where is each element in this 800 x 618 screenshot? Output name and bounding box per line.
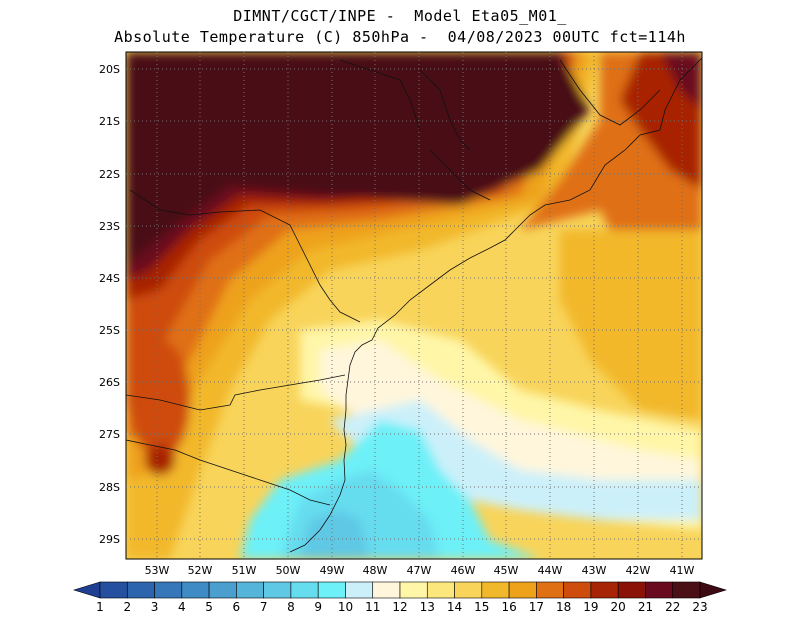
- colorbar-label: 12: [392, 600, 407, 614]
- colorbar-swatch: [454, 581, 483, 599]
- colorbar-label: 22: [665, 600, 680, 614]
- coastline-borders: [125, 57, 703, 553]
- colorbar-label: 1: [96, 600, 104, 614]
- colorbar-swatch: [372, 581, 401, 599]
- colorbar-swatch: [317, 581, 346, 599]
- colorbar-swatch: [399, 581, 428, 599]
- colorbar-swatch: [481, 581, 510, 599]
- lat-label: 28S: [99, 481, 120, 494]
- colorbar-label: 4: [178, 600, 186, 614]
- colorbar-arrow-right: [699, 581, 728, 599]
- lat-label: 24S: [99, 272, 120, 285]
- title-line-1: DIMNT/CGCT/INPE - Model Eta05_M01_: [233, 7, 567, 25]
- lon-label: 43W: [582, 564, 607, 577]
- colorbar-swatch: [508, 581, 537, 599]
- colorbar-swatch: [181, 581, 210, 599]
- lon-label: 48W: [363, 564, 388, 577]
- temperature-field: [126, 52, 702, 559]
- lon-label: 49W: [320, 564, 345, 577]
- lon-label: 51W: [232, 564, 257, 577]
- lon-label: 42W: [626, 564, 651, 577]
- lat-label: 23S: [99, 220, 120, 233]
- lon-label: 53W: [145, 564, 170, 577]
- colorbar-label: 9: [314, 600, 322, 614]
- colorbar-swatch: [99, 581, 128, 599]
- colorbar-swatch: [126, 581, 155, 599]
- colorbar-label: 8: [287, 600, 295, 614]
- lon-label: 44W: [538, 564, 563, 577]
- colorbar-label: 2: [123, 600, 131, 614]
- colorbar-label: 18: [556, 600, 571, 614]
- colorbar-label: 16: [501, 600, 516, 614]
- title-line-2: Absolute Temperature (C) 850hPa - 04/08/…: [114, 28, 686, 46]
- colorbar-swatch: [563, 581, 592, 599]
- latitude-labels: 20S 21S 22S 23S 24S 25S 26S 27S 28S 29S: [99, 63, 120, 546]
- lon-label: 41W: [670, 564, 695, 577]
- colorbar-label: 14: [447, 600, 462, 614]
- colorbar-swatch: [290, 581, 319, 599]
- colorbar-swatch: [590, 581, 619, 599]
- colorbar-swatch: [154, 581, 183, 599]
- colorbar-label: 17: [529, 600, 544, 614]
- lon-label: 50W: [276, 564, 301, 577]
- lat-label: 22S: [99, 168, 120, 181]
- colorbar-label: 11: [365, 600, 380, 614]
- lat-label: 26S: [99, 376, 120, 389]
- lon-label: 45W: [494, 564, 519, 577]
- colorbar-label: 19: [583, 600, 598, 614]
- colorbar-label: 13: [420, 600, 435, 614]
- lat-label: 27S: [99, 428, 120, 441]
- colorbar-label: 3: [151, 600, 159, 614]
- colorbar-labels: 1 2 3 4 5 6 7 8 9 10 11 12 13 14 15 16 17 18 19 20 21 22 23: [96, 600, 707, 614]
- colorbar-swatch: [208, 581, 237, 599]
- colorbar-swatch: [263, 581, 292, 599]
- colorbar-label: 15: [474, 600, 489, 614]
- colorbar-label: 7: [260, 600, 268, 614]
- lat-label: 25S: [99, 324, 120, 337]
- lon-label: 47W: [407, 564, 432, 577]
- colorbar-swatch: [236, 581, 264, 599]
- lat-label: 20S: [99, 63, 120, 76]
- colorbar-label: 23: [692, 600, 707, 614]
- colorbar-swatch: [345, 581, 374, 599]
- colorbar-label: 10: [338, 600, 353, 614]
- lat-label: 29S: [99, 533, 120, 546]
- longitude-labels: 53W 52W 51W 50W 49W 48W 47W 46W 45W 44W …: [145, 564, 695, 577]
- colorbar-swatch: [536, 581, 564, 599]
- colorbar: [72, 581, 728, 599]
- lon-label: 52W: [188, 564, 213, 577]
- colorbar-swatch: [645, 581, 674, 599]
- lat-label: 21S: [99, 115, 120, 128]
- colorbar-label: 20: [611, 600, 626, 614]
- map-frame: [125, 51, 703, 560]
- colorbar-label: 5: [205, 600, 213, 614]
- colorbar-label: 6: [233, 600, 241, 614]
- colorbar-arrow-left: [72, 581, 101, 599]
- colorbar-swatch: [617, 581, 646, 599]
- colorbar-swatch: [672, 581, 701, 599]
- lon-label: 46W: [451, 564, 476, 577]
- colorbar-swatch: [426, 581, 455, 599]
- colorbar-label: 21: [638, 600, 653, 614]
